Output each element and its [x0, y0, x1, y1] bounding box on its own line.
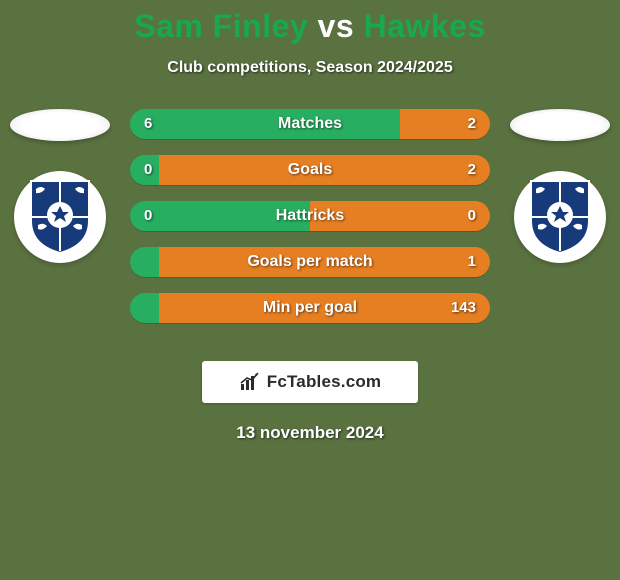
title-vs: vs — [318, 8, 355, 44]
subtitle: Club competitions, Season 2024/2025 — [0, 59, 620, 77]
stat-value-right: 0 — [468, 201, 476, 231]
player1-avatar-placeholder — [10, 109, 110, 141]
comparison-infographic: Sam Finley vs Hawkes Club competitions, … — [0, 0, 620, 580]
stat-bar-right — [400, 109, 490, 139]
date-text: 13 november 2024 — [0, 423, 620, 443]
shield-icon — [27, 179, 93, 255]
player2-avatar-placeholder — [510, 109, 610, 141]
stat-bar-right — [310, 201, 490, 231]
stat-bar-right — [159, 293, 490, 323]
stat-row: 62Matches — [130, 109, 490, 139]
title-player2: Hawkes — [364, 8, 486, 44]
stat-bar-right — [159, 155, 490, 185]
brand-text: FcTables.com — [267, 372, 382, 392]
player1-club-crest — [14, 171, 106, 263]
stat-bar-left — [130, 247, 159, 277]
stat-bars: 62Matches02Goals00Hattricks1Goals per ma… — [130, 109, 490, 339]
shield-icon — [527, 179, 593, 255]
stat-row: 02Goals — [130, 155, 490, 185]
page-title: Sam Finley vs Hawkes — [0, 0, 620, 45]
stat-value-left: 0 — [144, 155, 152, 185]
stat-bar-left — [130, 293, 159, 323]
stat-bar-left — [130, 201, 310, 231]
player2-column — [510, 109, 610, 263]
brand-badge: FcTables.com — [202, 361, 418, 403]
content-area: 62Matches02Goals00Hattricks1Goals per ma… — [0, 109, 620, 359]
stat-row: 143Min per goal — [130, 293, 490, 323]
player1-column — [10, 109, 110, 263]
stat-value-right: 1 — [468, 247, 476, 277]
stat-row: 00Hattricks — [130, 201, 490, 231]
bar-chart-icon — [239, 372, 261, 392]
stat-value-right: 2 — [468, 155, 476, 185]
stat-value-right: 2 — [468, 109, 476, 139]
stat-value-left: 0 — [144, 201, 152, 231]
stat-value-left: 6 — [144, 109, 152, 139]
stat-bar-left — [130, 109, 400, 139]
stat-bar-right — [159, 247, 490, 277]
title-player1: Sam Finley — [134, 8, 308, 44]
stat-value-right: 143 — [451, 293, 476, 323]
stat-row: 1Goals per match — [130, 247, 490, 277]
player2-club-crest — [514, 171, 606, 263]
